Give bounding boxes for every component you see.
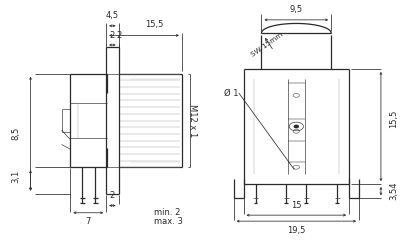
Text: SW 15mm: SW 15mm: [250, 32, 284, 58]
Text: 8,5: 8,5: [11, 127, 20, 140]
Text: M12 x 1: M12 x 1: [188, 104, 198, 137]
Text: 3,54: 3,54: [389, 182, 398, 201]
Text: 4,5: 4,5: [106, 11, 119, 20]
Text: max. 3: max. 3: [154, 217, 183, 226]
Text: min. 2: min. 2: [154, 208, 180, 216]
Text: 3,1: 3,1: [11, 170, 20, 183]
Text: 2: 2: [110, 31, 115, 40]
Text: 7: 7: [86, 217, 91, 226]
Text: 15,5: 15,5: [389, 110, 398, 128]
Text: 2: 2: [116, 31, 121, 40]
Text: 2: 2: [110, 191, 115, 200]
Text: 15,5: 15,5: [145, 20, 163, 29]
Text: 9,5: 9,5: [290, 5, 303, 13]
Circle shape: [294, 125, 298, 128]
Text: 19,5: 19,5: [287, 226, 306, 235]
Text: Ø 1: Ø 1: [224, 88, 238, 97]
Text: 15: 15: [291, 201, 302, 210]
